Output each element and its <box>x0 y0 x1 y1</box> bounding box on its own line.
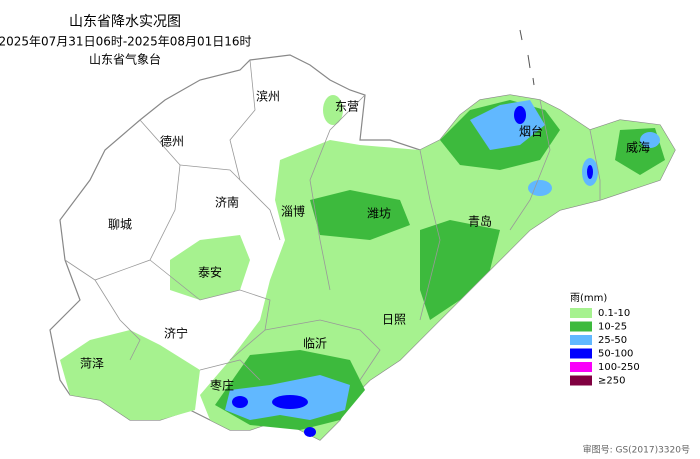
city-label: 东营 <box>335 100 359 114</box>
rain-storm <box>514 106 526 124</box>
rain-storm <box>232 396 248 408</box>
city-label: 临沂 <box>303 337 327 351</box>
issuer: 山东省气象台 <box>89 52 161 67</box>
city-boundaries <box>64 59 601 381</box>
legend-swatch <box>570 348 592 359</box>
city-label: 烟台 <box>519 124 543 139</box>
rain-moderate <box>310 190 410 240</box>
rain-moderate <box>420 220 500 320</box>
rain-storm <box>272 395 308 409</box>
legend-label: 100-250 <box>598 362 640 373</box>
approval-number: 审图号: GS(2017)3320号 <box>583 444 690 456</box>
rain-storm <box>587 165 593 179</box>
city-label: 潍坊 <box>367 206 391 221</box>
legend-label: 50-100 <box>598 349 633 360</box>
rain-light <box>170 235 250 300</box>
city-label: 德州 <box>160 134 184 149</box>
legend-label: 0.1-10 <box>598 308 630 319</box>
rain-light <box>323 95 343 125</box>
city-label: 威海 <box>626 140 650 155</box>
legend-label: 10-25 <box>598 322 627 333</box>
period: 2025年07月31日06时-2025年08月01日16时 <box>0 35 252 49</box>
rain-heavy <box>470 100 545 150</box>
rain-light <box>60 330 200 420</box>
legend-swatch <box>570 362 592 372</box>
rain-heavy <box>528 180 552 196</box>
city-label: 淄博 <box>281 204 305 219</box>
legend-swatch <box>570 375 592 386</box>
rain-heavy <box>640 132 660 148</box>
city-label: 菏泽 <box>80 357 104 371</box>
islands <box>519 29 535 86</box>
legend-label: ≥250 <box>598 376 625 387</box>
legend-swatch <box>570 335 592 345</box>
legend: 0.1-10 10-25 25-50 50-100 100-250 ≥250 <box>570 308 640 387</box>
rain-storm <box>304 427 316 437</box>
map-title: 山东省降水实况图 <box>69 14 181 30</box>
legend-label: 25-50 <box>598 335 627 346</box>
city-label: 日照 <box>382 313 406 327</box>
city-label: 泰安 <box>198 265 222 280</box>
rain-areas <box>60 95 675 440</box>
city-label: 济南 <box>215 195 239 210</box>
city-label: 聊城 <box>108 218 132 232</box>
city-label: 枣庄 <box>210 378 234 393</box>
city-label: 滨州 <box>256 89 280 104</box>
city-label: 青岛 <box>468 214 492 229</box>
legend-swatch <box>570 308 592 318</box>
city-label: 济宁 <box>164 326 188 341</box>
legend-swatch <box>570 321 592 332</box>
legend-title: 雨(mm) <box>570 293 607 304</box>
